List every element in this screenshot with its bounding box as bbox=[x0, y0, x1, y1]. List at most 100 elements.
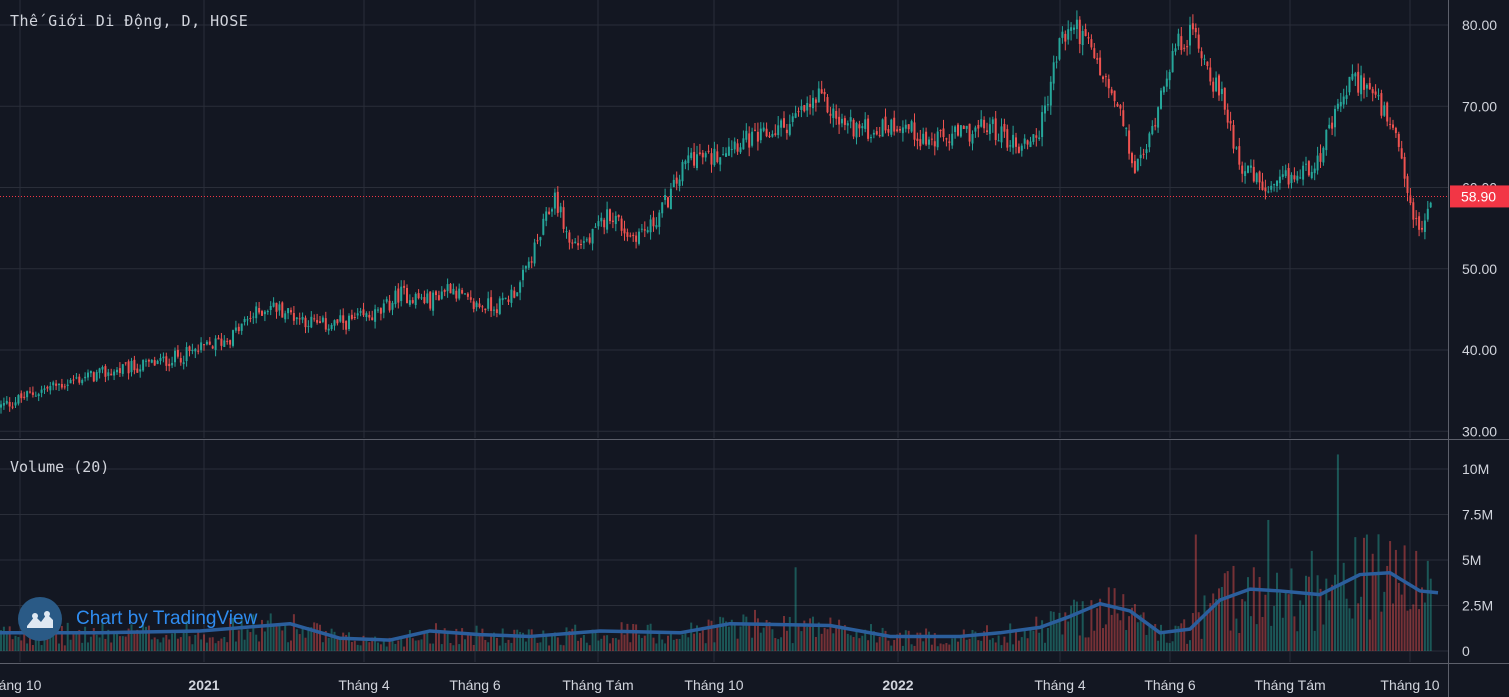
candle-up bbox=[1302, 165, 1305, 180]
candle-down bbox=[229, 340, 232, 345]
candle-down bbox=[513, 290, 516, 298]
candle-down bbox=[304, 317, 307, 328]
volume-bar bbox=[611, 638, 614, 651]
volume-bar bbox=[81, 642, 84, 651]
candle-down bbox=[1183, 47, 1186, 49]
volume-bar bbox=[1365, 534, 1368, 651]
volume-bar bbox=[194, 634, 197, 651]
candle-down bbox=[957, 124, 959, 136]
candle-down bbox=[1191, 23, 1194, 30]
volume-bar bbox=[110, 642, 113, 651]
volume-bar bbox=[1392, 603, 1394, 651]
volume-bar bbox=[896, 634, 899, 651]
volume-bar bbox=[153, 637, 156, 651]
candle-up bbox=[1148, 133, 1151, 148]
candle-up bbox=[1220, 88, 1223, 95]
candle-up bbox=[678, 179, 681, 187]
candle-down bbox=[1223, 87, 1226, 110]
candle-up bbox=[1032, 134, 1035, 142]
volume-bar bbox=[290, 640, 292, 651]
candle-up bbox=[278, 304, 281, 311]
volume-bar bbox=[1171, 641, 1174, 651]
candle-up bbox=[145, 360, 147, 362]
candle-up bbox=[1168, 72, 1171, 81]
candle-down bbox=[1093, 48, 1096, 59]
volume-bar bbox=[1197, 612, 1200, 651]
volume-bar bbox=[983, 631, 986, 651]
candle-down bbox=[292, 313, 295, 321]
candle-up bbox=[745, 130, 748, 140]
volume-bar bbox=[614, 638, 617, 651]
time-axis-tick: Tháng 4 bbox=[1034, 677, 1086, 693]
candle-down bbox=[701, 152, 704, 158]
tradingview-branding[interactable]: Chart by TradingView bbox=[18, 597, 257, 641]
candle-up bbox=[385, 299, 388, 302]
volume-bar bbox=[220, 638, 223, 651]
volume-bar bbox=[1258, 577, 1261, 651]
volume-bar bbox=[1273, 606, 1276, 651]
candle-down bbox=[342, 315, 345, 323]
volume-bar bbox=[1322, 624, 1325, 651]
candle-down bbox=[1003, 123, 1006, 132]
candle-down bbox=[316, 319, 319, 323]
candle-down bbox=[1293, 175, 1296, 180]
volume-bar bbox=[49, 636, 52, 651]
price-axis-tick: 30.00 bbox=[1462, 423, 1497, 439]
volume-bar bbox=[136, 629, 139, 651]
candle-up bbox=[107, 372, 110, 376]
volume-bar bbox=[1154, 624, 1157, 651]
candle-up bbox=[156, 360, 159, 364]
candle-down bbox=[852, 119, 855, 137]
candle-up bbox=[182, 362, 185, 365]
volume-bar bbox=[690, 622, 693, 651]
candle-up bbox=[1247, 165, 1249, 173]
candle-up bbox=[1244, 171, 1247, 177]
candle-down bbox=[403, 285, 406, 288]
candle-down bbox=[1374, 91, 1377, 95]
candle-up bbox=[545, 211, 548, 221]
volume-bar bbox=[2, 626, 5, 651]
candle-down bbox=[1131, 153, 1133, 164]
candle-up bbox=[971, 134, 974, 144]
candle-down bbox=[298, 318, 301, 320]
candle-up bbox=[339, 315, 342, 322]
candle-down bbox=[1122, 110, 1125, 127]
volume-bar bbox=[174, 632, 176, 651]
candle-up bbox=[733, 141, 736, 150]
candle-down bbox=[1186, 46, 1189, 48]
candle-up bbox=[266, 311, 269, 313]
candle-down bbox=[60, 384, 63, 388]
volume-bar bbox=[1281, 617, 1284, 651]
volume-bar bbox=[1055, 623, 1058, 651]
volume-bar bbox=[26, 643, 29, 651]
candle-down bbox=[609, 209, 611, 222]
candle-up bbox=[1426, 208, 1429, 220]
candle-up bbox=[0, 404, 2, 408]
candle-up bbox=[142, 360, 145, 371]
volume-bar bbox=[1290, 568, 1293, 651]
candle-up bbox=[739, 147, 742, 153]
candle-up bbox=[272, 302, 275, 307]
candle-down bbox=[20, 393, 23, 399]
candle-up bbox=[252, 316, 255, 318]
volume-bar bbox=[745, 616, 748, 651]
volume-bar bbox=[461, 628, 464, 651]
candle-down bbox=[1368, 83, 1371, 90]
volume-bar bbox=[899, 632, 901, 651]
candle-up bbox=[255, 306, 258, 319]
candle-down bbox=[803, 105, 806, 112]
candle-up bbox=[928, 139, 930, 145]
candle-down bbox=[983, 119, 986, 129]
volume-bar bbox=[739, 626, 742, 651]
volume-bar bbox=[397, 640, 400, 651]
volume-bar bbox=[820, 633, 823, 651]
candle-down bbox=[313, 318, 316, 320]
candle-down bbox=[930, 138, 933, 140]
candle-down bbox=[756, 131, 759, 142]
candle-up bbox=[696, 154, 698, 169]
candle-up bbox=[597, 221, 600, 227]
volume-bar bbox=[513, 629, 516, 651]
volume-bar bbox=[762, 627, 765, 651]
volume-bar bbox=[246, 629, 249, 651]
